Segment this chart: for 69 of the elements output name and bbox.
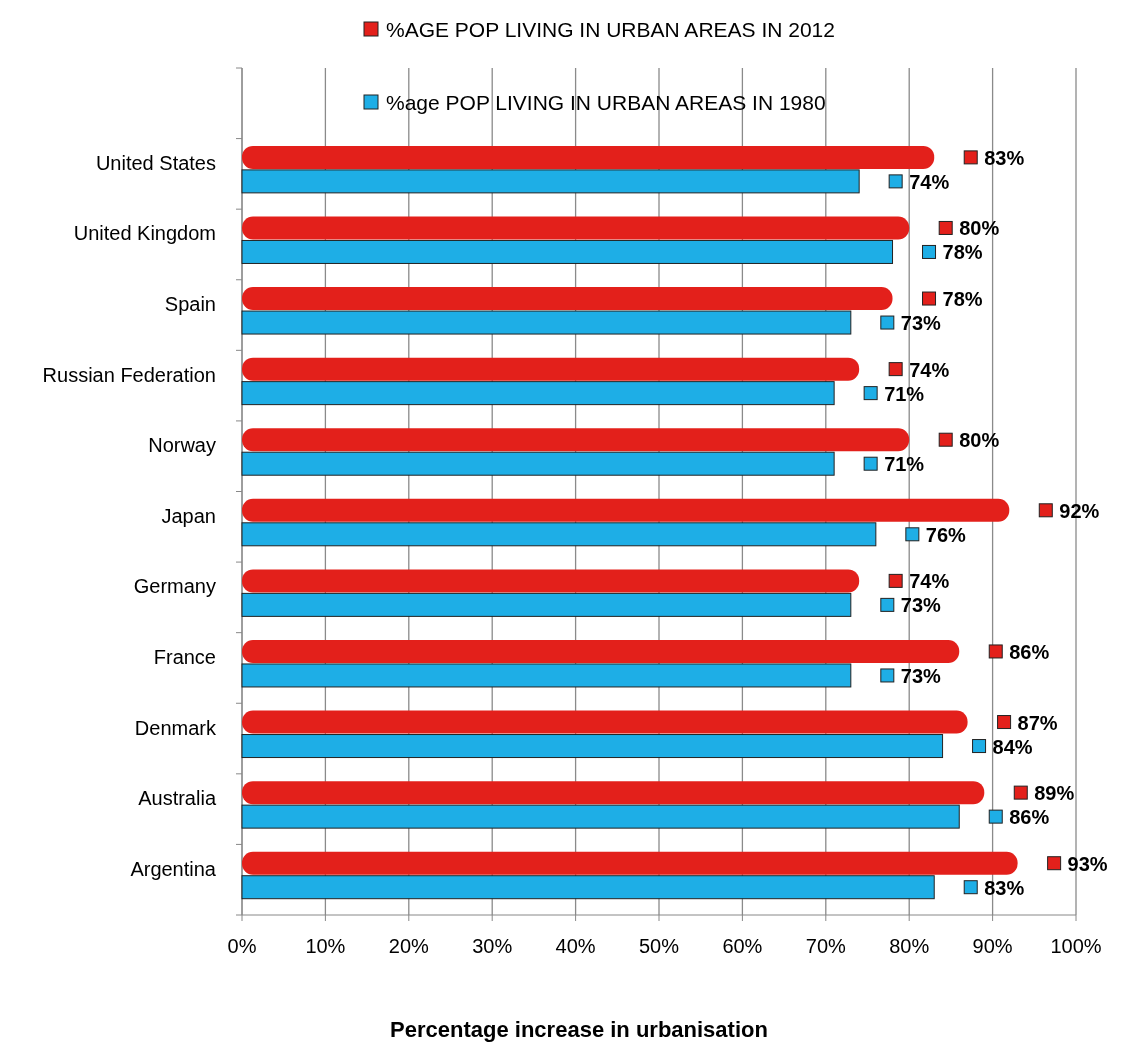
x-tick-label: 90% [972, 935, 1013, 957]
bar [242, 851, 1018, 875]
bar [242, 498, 1010, 522]
x-tick-label: 50% [638, 935, 680, 957]
x-tick-label: 0% [227, 935, 257, 957]
x-tick-label: 40% [555, 935, 596, 957]
legend-label: %AGE POP LIVING IN URBAN AREAS IN 2012 [386, 18, 835, 41]
y-tick-label: Norway [148, 434, 216, 457]
data-label: 73% [900, 312, 942, 335]
data-label: 78% [942, 241, 983, 264]
y-tick-label: Spain [164, 293, 216, 316]
bar [241, 522, 877, 547]
bar [241, 381, 835, 406]
bar [242, 428, 910, 452]
data-label: 80% [959, 217, 1000, 240]
x-tick-label: 100% [1050, 935, 1102, 957]
data-label: 74% [909, 170, 950, 193]
data-label: 71% [884, 453, 925, 476]
bar [242, 639, 960, 663]
x-axis-title: Percentage increase in urbanisation [390, 1017, 768, 1042]
data-label: 80% [959, 429, 1000, 452]
bar [242, 781, 985, 805]
bar [242, 569, 860, 593]
x-tick-label: 70% [805, 935, 847, 957]
bar [241, 451, 835, 476]
x-tick-label: 30% [472, 935, 513, 957]
y-tick-label: Argentina [130, 857, 217, 880]
bar [241, 804, 960, 829]
bar [242, 357, 860, 381]
data-label: 74% [909, 570, 950, 593]
data-label: 83% [984, 876, 1025, 899]
bar [241, 239, 894, 264]
bar [241, 875, 935, 900]
data-label: 73% [900, 594, 942, 617]
bar [241, 169, 860, 194]
data-label: 71% [884, 382, 925, 405]
bar [242, 710, 968, 734]
data-label: 86% [1009, 640, 1050, 663]
data-label: 76% [925, 523, 967, 546]
data-label: 89% [1034, 782, 1075, 805]
y-tick-label: Australia [138, 787, 217, 810]
data-label: 74% [909, 358, 950, 381]
data-label: 83% [984, 146, 1025, 169]
bar [241, 734, 944, 759]
y-tick-label: Germany [133, 575, 216, 598]
x-tick-label: 20% [388, 935, 430, 957]
y-tick-label: United States [95, 151, 216, 174]
data-label: 78% [942, 288, 983, 311]
data-label: 87% [1017, 711, 1058, 734]
bar [241, 310, 852, 335]
x-tick-label: 10% [305, 935, 346, 957]
bar [241, 663, 852, 688]
bar [241, 592, 852, 617]
bar [242, 216, 910, 240]
legend-label: %age POP LIVING IN URBAN AREAS IN 1980 [386, 91, 826, 114]
bar [242, 145, 935, 169]
bar [242, 287, 893, 311]
y-tick-label: United Kingdom [73, 222, 216, 245]
y-tick-label: Japan [161, 504, 216, 527]
data-label: 93% [1067, 852, 1108, 875]
x-tick-label: 60% [722, 935, 763, 957]
y-tick-label: Russian Federation [42, 363, 216, 386]
y-tick-label: France [153, 645, 216, 668]
data-label: 86% [1009, 806, 1050, 829]
y-tick-label: Denmark [134, 716, 217, 739]
data-label: 84% [992, 735, 1033, 758]
data-label: 73% [900, 664, 942, 687]
data-label: 92% [1059, 499, 1100, 522]
x-tick-label: 80% [889, 935, 930, 957]
